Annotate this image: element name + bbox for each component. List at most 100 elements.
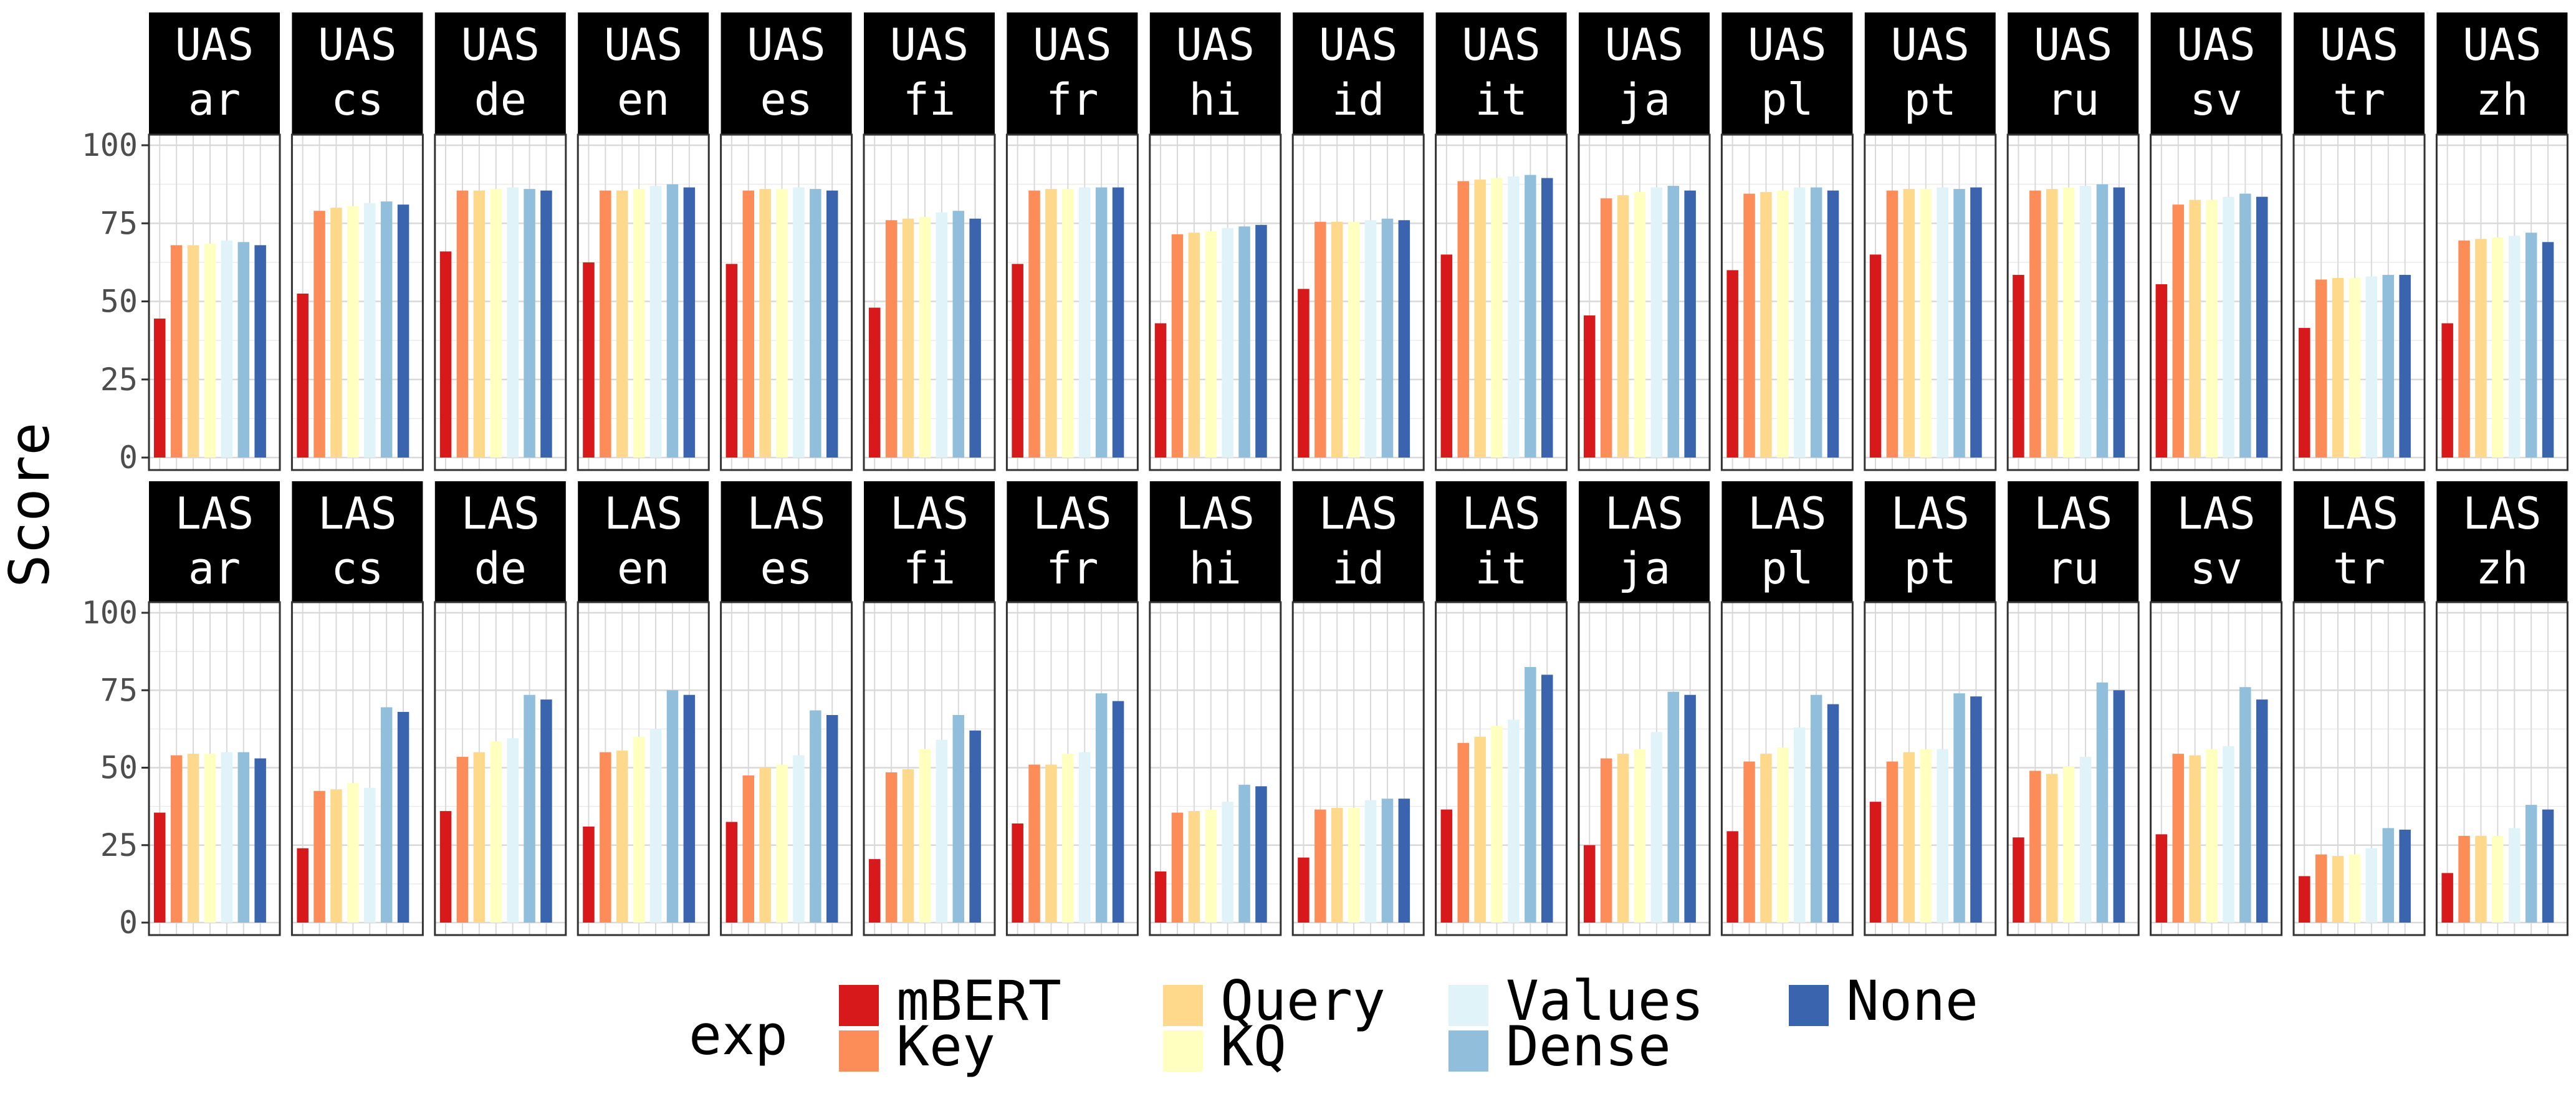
legend-key-key [839,1030,879,1072]
strip-label-language: hi [1189,543,1242,594]
bar-key [600,752,611,923]
bar-mbert [2155,834,2168,923]
strip-label-metric: UAS [2176,19,2255,70]
bar-kq [204,754,216,923]
bar-key [742,775,754,923]
bar-dense [2525,233,2537,458]
panel-border [1435,133,1568,471]
bar-query [2332,856,2344,923]
bar-dense [1381,799,1394,923]
strip-label-metric: LAS [1033,488,1111,539]
bar-query [2046,189,2058,458]
bar-dense [2382,274,2394,458]
bar-query [2189,199,2201,458]
bar-none [1827,704,1839,923]
bar-dense [1810,187,1822,458]
legend-label-key: Key [896,1014,995,1078]
facet-strip [1435,481,1567,602]
bar-key [742,190,754,458]
bar-key [600,190,611,458]
strip-label-metric: LAS [175,488,254,539]
panel-border [577,133,710,471]
strip-label-language: es [760,543,812,594]
bar-values [2079,757,2092,923]
bar-dense [380,201,393,458]
panel-border [2435,601,2569,936]
panel-border [2435,133,2569,471]
bar-query [187,754,199,923]
strip-label-metric: LAS [2320,488,2398,539]
strip-label-language: id [1332,543,1384,594]
bar-kq [347,206,359,458]
bar-none [2113,187,2125,458]
bar-mbert [2441,873,2453,923]
bar-none [826,190,838,458]
bar-none [683,694,696,923]
bar-none [2256,196,2268,458]
bar-dense [810,710,821,923]
bar-key [1600,198,1612,458]
bar-kq [1634,192,1646,458]
bar-query [759,767,771,923]
facet-strip [1721,12,1853,135]
strip-label-language: en [617,543,669,594]
bar-dense [810,189,821,458]
bar-values [1794,187,1806,458]
y-tick-label: 0 [119,439,138,476]
bar-key [1886,190,1898,458]
strip-label-language: hi [1189,74,1242,125]
bar-query [2189,755,2201,923]
legend-key-dense [1448,1030,1488,1072]
bar-none [1541,178,1553,458]
bar-dense [666,690,679,923]
facet-strip [2436,481,2568,602]
bar-query [2475,239,2487,458]
bar-kq [490,741,502,923]
bar-key [456,190,469,458]
bar-dense [1667,691,1679,923]
bar-dense [237,242,249,458]
strip-label-metric: LAS [890,488,969,539]
bar-query [473,752,486,923]
facet-strip [578,481,709,602]
bar-mbert [2013,837,2024,923]
facet-strip [864,12,995,135]
bar-dense [1525,666,1536,923]
bar-dense [237,752,249,923]
strip-label-language: cs [331,74,383,125]
strip-label-metric: UAS [2320,19,2398,70]
bar-kq [1491,178,1503,458]
strip-label-metric: UAS [461,19,540,70]
bar-kq [919,749,931,923]
facet-strip [1007,481,1138,602]
bar-key [1457,181,1469,458]
bar-key [1171,812,1184,923]
y-axis-title: Score [0,423,62,588]
strip-label-language: ja [1618,74,1670,125]
bar-values [221,240,233,458]
panel-border [1435,601,1568,936]
legend-key-query [1163,985,1203,1026]
bar-none [1398,220,1410,458]
bar-key [2172,754,2184,923]
bar-key [1743,193,1755,458]
bar-query [330,789,342,923]
bar-mbert [1584,315,1596,458]
bar-query [1760,192,1772,458]
bar-dense [1095,187,1108,458]
panel-border [1864,601,1997,936]
strip-label-metric: LAS [461,488,540,539]
bar-values [793,755,805,923]
bar-dense [1953,693,1965,923]
facet-strip [149,481,280,602]
bar-values [649,729,662,923]
bar-values [2223,746,2234,923]
strip-label-language: zh [2476,543,2528,594]
strip-label-language: ru [2047,74,2099,125]
